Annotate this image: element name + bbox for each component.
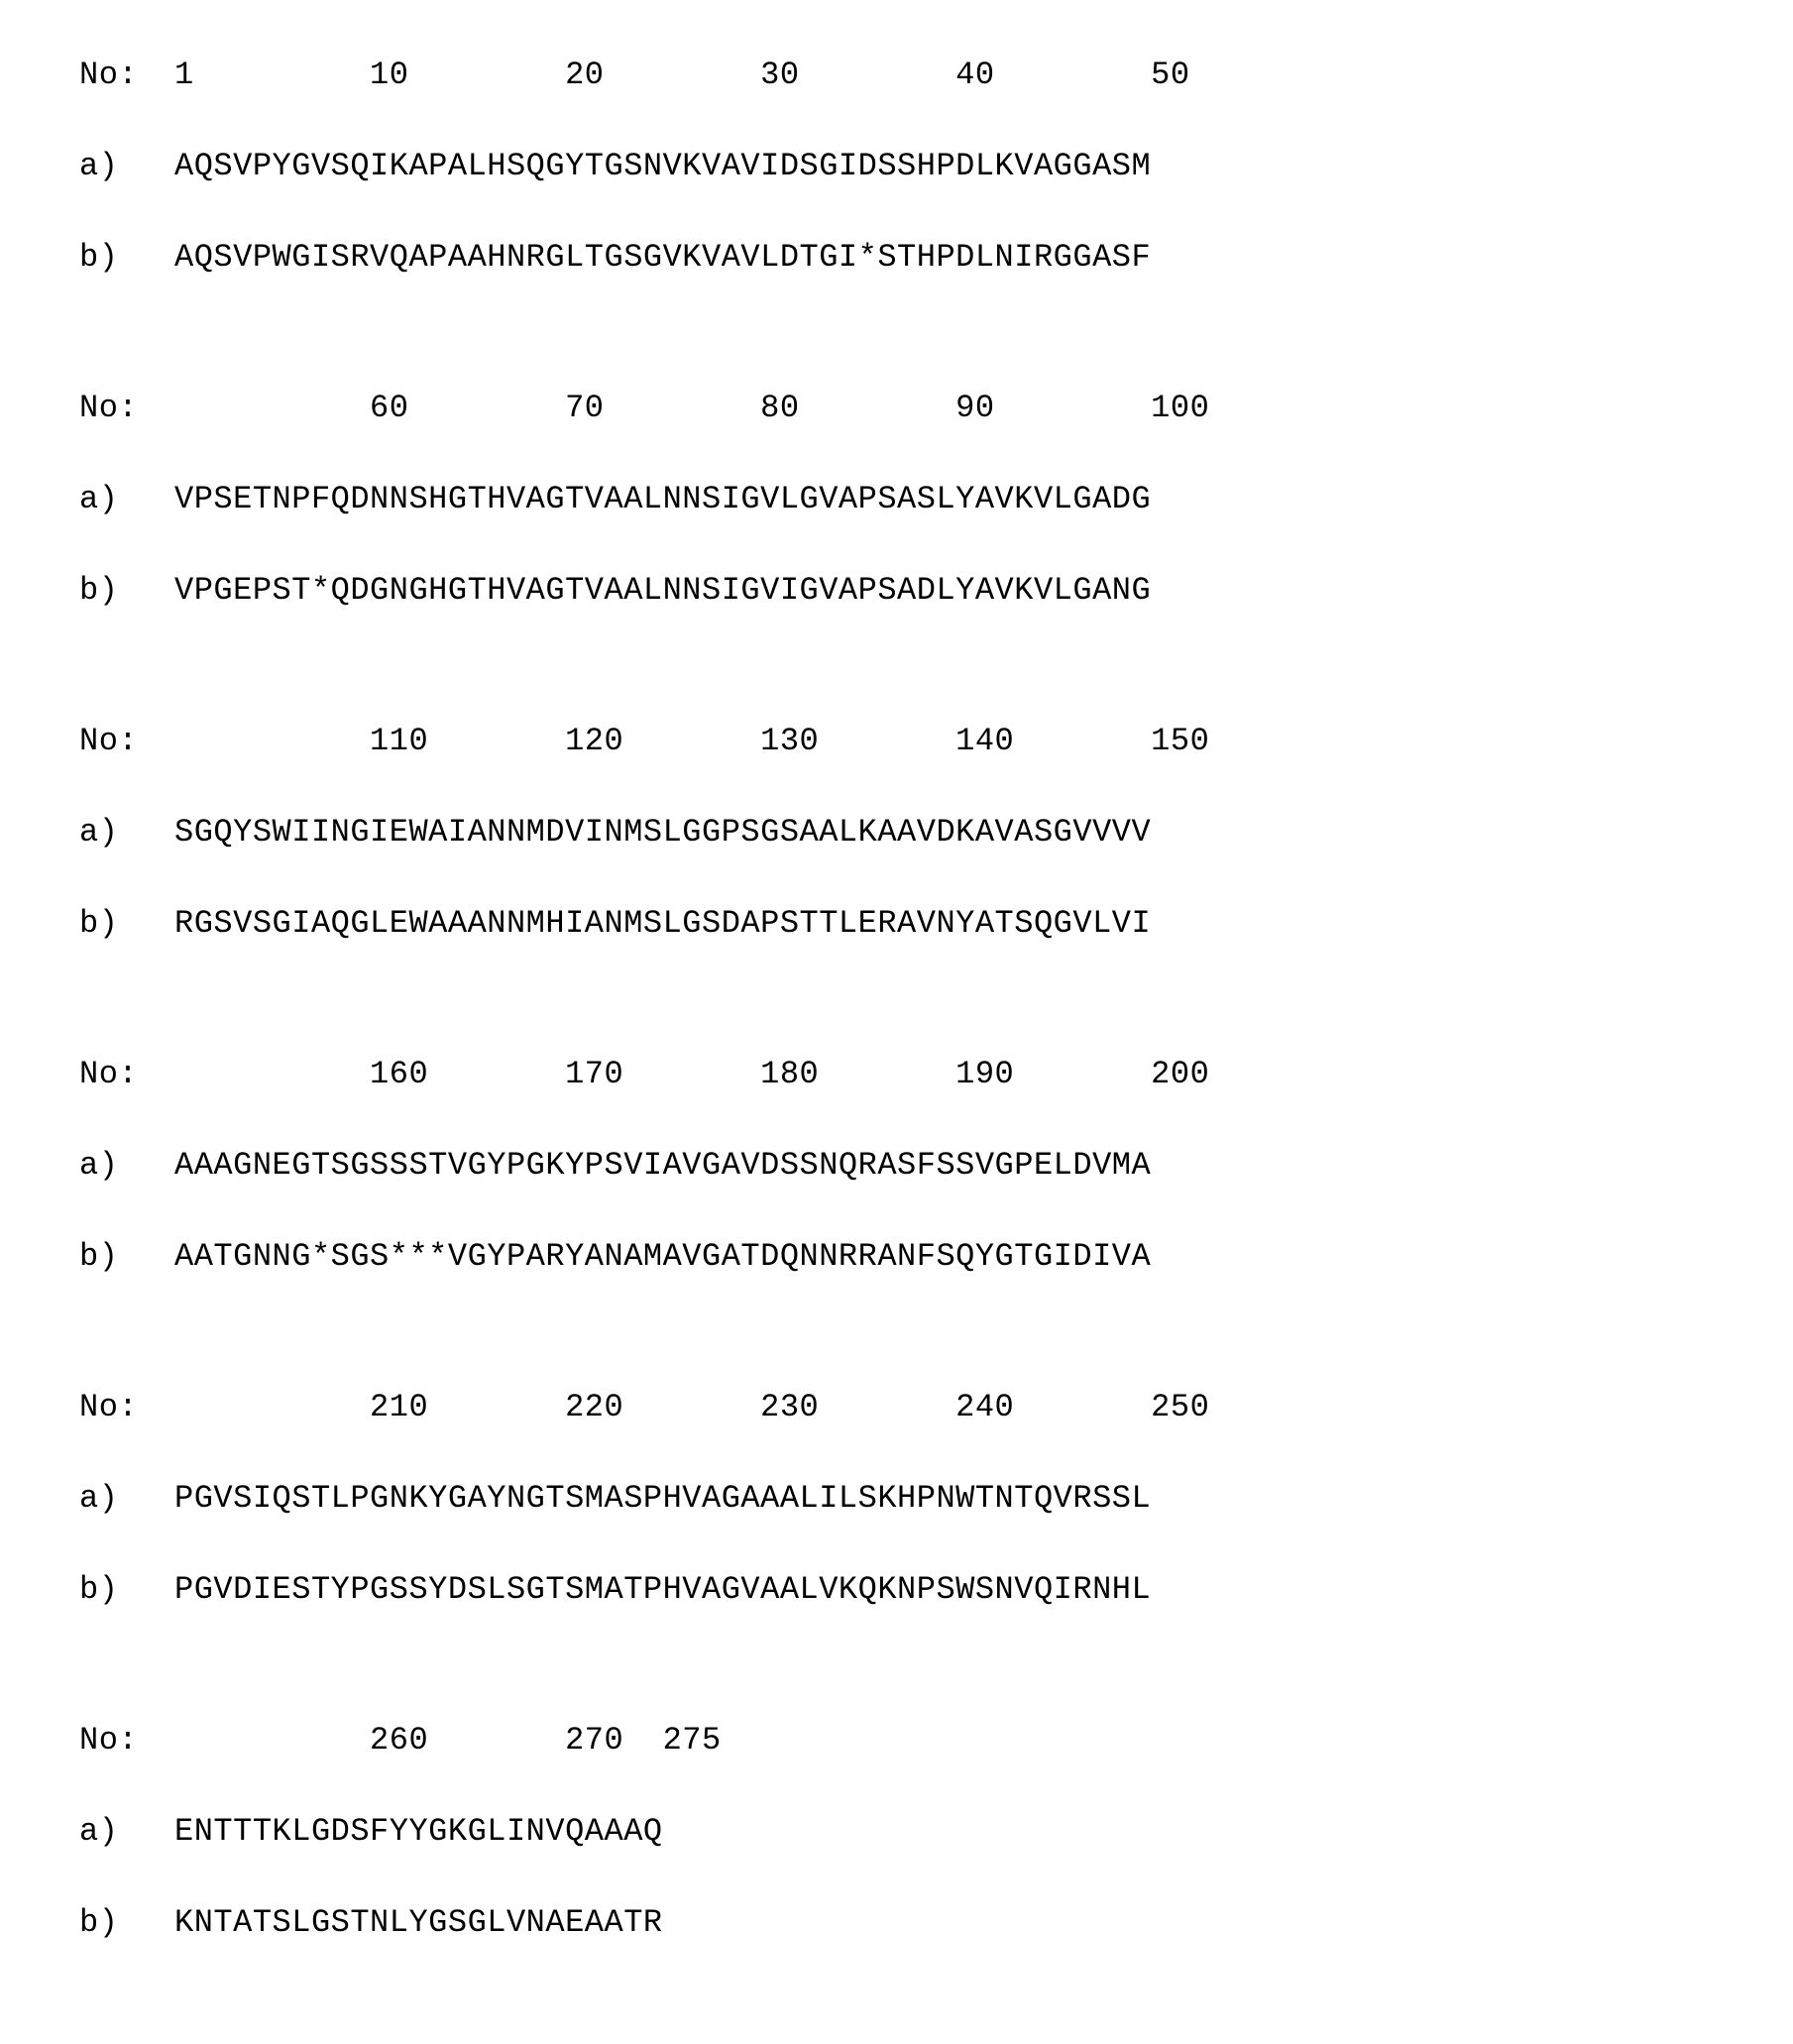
position-ruler-row: No: 60 70 80 90 100 — [79, 393, 1714, 424]
ruler-prefix-label: No: — [79, 1392, 174, 1423]
sequence-b-label: b) — [79, 575, 174, 607]
position-ruler-row: No:1 10 20 30 40 50 — [79, 59, 1714, 91]
sequence-a-text: SGQYSWIINGIEWAIANNMDVINMSLGGPSGSAALKAAVD… — [174, 817, 1151, 849]
alignment-block: No: 210 220 230 240 250 a)PGVSIQSTLPGNKYG… — [79, 1392, 1714, 1606]
sequence-b-label: b) — [79, 1907, 174, 1939]
sequence-b-text: PGVDIESTYPGSSYDSLSGTSMATPHVAGVAALVKQKNPS… — [174, 1574, 1151, 1606]
sequence-a-label: a) — [79, 817, 174, 849]
ruler-numbers: 160 170 180 190 200 — [174, 1059, 1209, 1090]
ruler-prefix-label: No: — [79, 1059, 174, 1090]
sequence-a-row: a)AQSVPYGVSQIKAPALHSQGYTGSNVKVAVIDSGIDSS… — [79, 151, 1714, 182]
sequence-b-label: b) — [79, 1574, 174, 1606]
alignment-block: No: 60 70 80 90 100 a)VPSETNPFQDNNSHGTHVA… — [79, 393, 1714, 607]
alignment-block: No:1 10 20 30 40 50 a)AQSVPYGVSQIKAPALHSQ… — [79, 59, 1714, 274]
sequence-b-row: b)KNTATSLGSTNLYGSGLVNAEAATR — [79, 1907, 1714, 1939]
sequence-b-label: b) — [79, 242, 174, 274]
sequence-a-text: AQSVPYGVSQIKAPALHSQGYTGSNVKVAVIDSGIDSSHP… — [174, 151, 1151, 182]
sequence-a-label: a) — [79, 1483, 174, 1515]
ruler-prefix-label: No: — [79, 1725, 174, 1757]
sequence-b-text: AQSVPWGISRVQAPAAHNRGLTGSGVKVAVLDTGI*STHP… — [174, 242, 1151, 274]
sequence-a-row: a)AAAGNEGTSGSSSTVGYPGKYPSVIAVGAVDSSNQRAS… — [79, 1150, 1714, 1182]
sequence-b-row: b)AQSVPWGISRVQAPAAHNRGLTGSGVKVAVLDTGI*ST… — [79, 242, 1714, 274]
ruler-prefix-label: No: — [79, 393, 174, 424]
sequence-a-text: AAAGNEGTSGSSSTVGYPGKYPSVIAVGAVDSSNQRASFS… — [174, 1150, 1151, 1182]
sequence-a-text: PGVSIQSTLPGNKYGAYNGTSMASPHVAGAAALILSKHPN… — [174, 1483, 1151, 1515]
ruler-numbers: 110 120 130 140 150 — [174, 726, 1209, 757]
ruler-numbers: 260 270 275 — [174, 1725, 722, 1757]
sequence-a-text: VPSETNPFQDNNSHGTHVAGTVAALNNSIGVLGVAPSASL… — [174, 484, 1151, 515]
sequence-b-row: b)PGVDIESTYPGSSYDSLSGTSMATPHVAGVAALVKQKN… — [79, 1574, 1714, 1606]
position-ruler-row: No: 210 220 230 240 250 — [79, 1392, 1714, 1423]
alignment-block: No: 260 270 275 a)ENTTTKLGDSFYYGKGLINVQAA… — [79, 1725, 1714, 1939]
sequence-b-text: AATGNNG*SGS***VGYPARYANAMAVGATDQNNRRANFS… — [174, 1241, 1151, 1273]
position-ruler-row: No: 110 120 130 140 150 — [79, 726, 1714, 757]
position-ruler-row: No: 260 270 275 — [79, 1725, 1714, 1757]
sequence-a-row: a)ENTTTKLGDSFYYGKGLINVQAAAQ — [79, 1816, 1714, 1848]
ruler-numbers: 1 10 20 30 40 50 — [174, 59, 1190, 91]
position-ruler-row: No: 160 170 180 190 200 — [79, 1059, 1714, 1090]
sequence-b-label: b) — [79, 1241, 174, 1273]
ruler-numbers: 60 70 80 90 100 — [174, 393, 1209, 424]
alignment-block: No: 160 170 180 190 200 a)AAAGNEGTSGSSSTV… — [79, 1059, 1714, 1273]
sequence-b-text: VPGEPST*QDGNGHGTHVAGTVAALNNSIGVIGVAPSADL… — [174, 575, 1151, 607]
ruler-prefix-label: No: — [79, 59, 174, 91]
sequence-b-row: b)AATGNNG*SGS***VGYPARYANAMAVGATDQNNRRAN… — [79, 1241, 1714, 1273]
sequence-a-label: a) — [79, 1816, 174, 1848]
sequence-b-text: KNTATSLGSTNLYGSGLVNAEAATR — [174, 1907, 663, 1939]
sequence-b-row: b)RGSVSGIAQGLEWAAANNMHIANMSLGSDAPSTTLERA… — [79, 908, 1714, 940]
sequence-a-row: a)SGQYSWIINGIEWAIANNMDVINMSLGGPSGSAALKAA… — [79, 817, 1714, 849]
ruler-prefix-label: No: — [79, 726, 174, 757]
ruler-numbers: 210 220 230 240 250 — [174, 1392, 1209, 1423]
alignment-block: No: 110 120 130 140 150 a)SGQYSWIINGIEWAI… — [79, 726, 1714, 940]
sequence-b-label: b) — [79, 908, 174, 940]
sequence-a-label: a) — [79, 151, 174, 182]
sequence-a-row: a)VPSETNPFQDNNSHGTHVAGTVAALNNSIGVLGVAPSA… — [79, 484, 1714, 515]
sequence-alignment: No:1 10 20 30 40 50a)AQSVPYGVSQIKAPALHSQ… — [79, 59, 1714, 1939]
sequence-b-row: b)VPGEPST*QDGNGHGTHVAGTVAALNNSIGVIGVAPSA… — [79, 575, 1714, 607]
sequence-a-text: ENTTTKLGDSFYYGKGLINVQAAAQ — [174, 1816, 663, 1848]
sequence-a-row: a)PGVSIQSTLPGNKYGAYNGTSMASPHVAGAAALILSKH… — [79, 1483, 1714, 1515]
sequence-a-label: a) — [79, 484, 174, 515]
sequence-b-text: RGSVSGIAQGLEWAAANNMHIANMSLGSDAPSTTLERAVN… — [174, 908, 1151, 940]
sequence-a-label: a) — [79, 1150, 174, 1182]
